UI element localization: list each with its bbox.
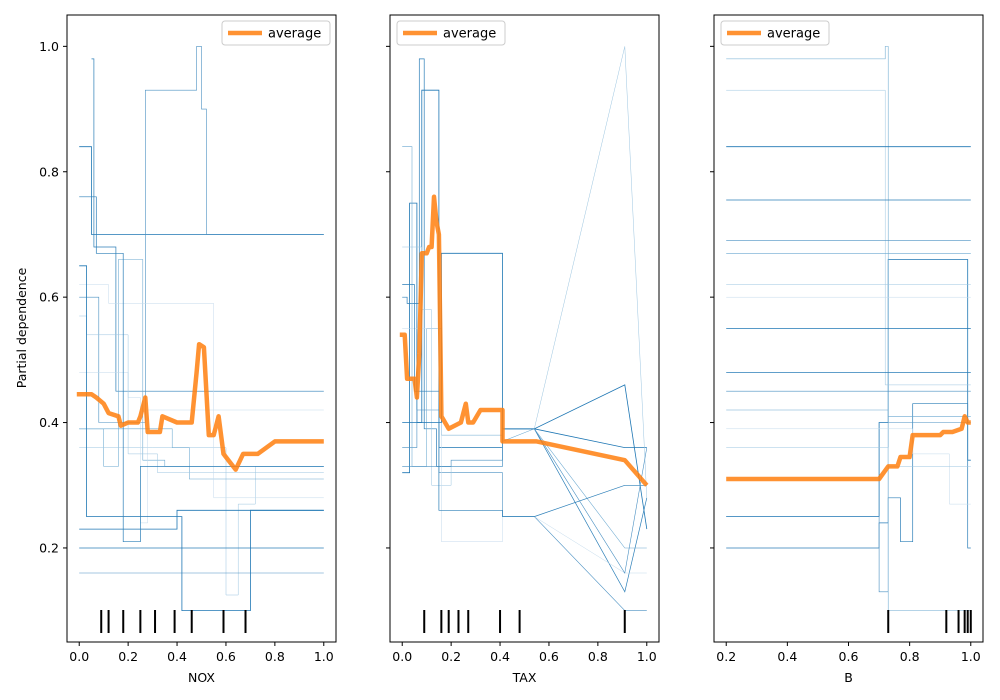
- ice-line: [726, 409, 971, 417]
- y-axis-label: Partial dependence: [14, 267, 29, 388]
- x-tick-label: 0.8: [588, 649, 608, 664]
- x-axis-label: TAX: [512, 670, 537, 685]
- legend: average: [396, 20, 506, 46]
- plot-area: [67, 15, 336, 642]
- ice-line: [79, 265, 324, 611]
- ice-line: [79, 284, 324, 499]
- x-tick-label: 0.6: [216, 649, 236, 664]
- average-line: [76, 341, 324, 472]
- legend-box: [221, 20, 331, 46]
- ice-line: [79, 428, 324, 480]
- legend-label: average: [443, 27, 496, 42]
- legend: average: [720, 20, 830, 46]
- ice-line: [79, 196, 324, 543]
- x-tick-label: 1.0: [637, 649, 657, 664]
- x-tick-label: 0.2: [441, 649, 461, 664]
- ice-line: [402, 428, 648, 574]
- average-line: [726, 414, 971, 482]
- legend-label: average: [767, 27, 820, 42]
- x-tick-label: 0.0: [69, 649, 89, 664]
- x-tick-label: 0.6: [539, 649, 559, 664]
- x-tick-label: 0.4: [777, 649, 797, 664]
- y-tick-label: 0.6: [39, 290, 59, 305]
- legend-label: average: [268, 27, 321, 42]
- ice-line: [402, 409, 647, 611]
- ice-line: [726, 447, 971, 467]
- panel-nox: 0.0 0.2 0.4 0.6 0.8 1.0 0.2 0.4 0.6 0.8 1.0 NOX aver…: [39, 14, 337, 685]
- x-tick-label: 0.0: [392, 649, 412, 664]
- y-tick-label: 0.8: [39, 164, 59, 179]
- legend-box: [720, 20, 830, 46]
- x-axis-label: B: [844, 670, 853, 685]
- x-tick-label: 0.2: [716, 649, 736, 664]
- x-tick-label: 0.4: [167, 649, 187, 664]
- ice-line: [726, 422, 971, 593]
- y-tick-label: 1.0: [39, 39, 59, 54]
- x-tick-label: 1.0: [961, 649, 981, 664]
- x-tick-label: 0.2: [118, 649, 138, 664]
- x-tick-label: 1.0: [314, 649, 334, 664]
- ice-line: [726, 428, 971, 505]
- legend: average: [221, 20, 331, 46]
- panel-tax: 0.0 0.2 0.4 0.6 0.8 1.0 TAX average: [386, 14, 660, 685]
- x-tick-label: 0.4: [490, 649, 510, 664]
- average-line: [399, 194, 649, 487]
- x-tick-label: 0.8: [900, 649, 920, 664]
- axes-frame: [66, 14, 337, 643]
- x-tick-label: 0.8: [265, 649, 285, 664]
- ice-line: [91, 58, 324, 392]
- y-tick-label: 0.2: [39, 540, 59, 555]
- ice-line: [726, 46, 971, 611]
- x-axis-label: NOX: [188, 670, 215, 685]
- axes-frame: [389, 14, 660, 643]
- ice-line: [726, 89, 971, 386]
- legend-box: [396, 20, 506, 46]
- y-tick-label: 0.4: [39, 415, 59, 430]
- x-tick-label: 0.6: [839, 649, 859, 664]
